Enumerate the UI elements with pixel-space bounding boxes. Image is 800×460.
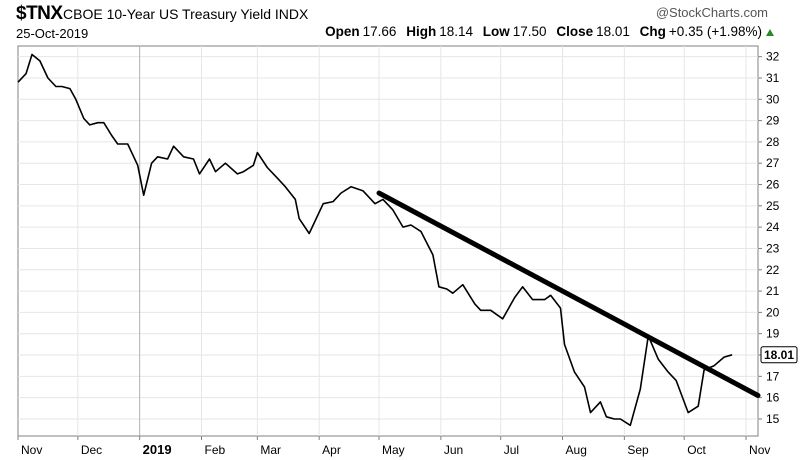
ohlc-readout: Open 17.66 High 18.14 Low 17.50 Close 18.01 … bbox=[319, 24, 762, 39]
x-tick-label: Aug bbox=[566, 443, 587, 457]
x-tick-label: 2019 bbox=[143, 442, 172, 457]
x-tick-label: Mar bbox=[260, 443, 281, 457]
last-value-label: 18.01 bbox=[764, 348, 794, 362]
y-tick-label: 20 bbox=[766, 305, 780, 319]
y-tick-label: 32 bbox=[766, 50, 780, 64]
y-tick-label: 26 bbox=[766, 178, 780, 192]
chg-label: Chg bbox=[639, 24, 666, 39]
y-tick-label: 17 bbox=[766, 369, 780, 383]
x-tick-label: May bbox=[382, 443, 405, 457]
y-tick-label: 15 bbox=[766, 412, 780, 426]
y-tick-label: 16 bbox=[766, 391, 780, 405]
close-label: Close bbox=[556, 24, 594, 39]
x-tick-label: Sep bbox=[627, 443, 649, 457]
up-arrow-icon bbox=[766, 29, 774, 36]
chart-date: 25-Oct-2019 bbox=[16, 26, 89, 41]
y-tick-label: 25 bbox=[766, 199, 780, 213]
low-value: 17.50 bbox=[512, 24, 547, 39]
x-tick-label: Feb bbox=[205, 443, 226, 457]
y-tick-label: 30 bbox=[766, 92, 780, 106]
ticker-symbol: $TNX bbox=[16, 3, 63, 24]
high-label: High bbox=[406, 24, 437, 39]
y-tick-label: 29 bbox=[766, 114, 780, 128]
y-tick-label: 31 bbox=[766, 71, 780, 85]
y-tick-label: 23 bbox=[766, 241, 780, 255]
y-tick-label: 21 bbox=[766, 284, 780, 298]
y-tick-label: 22 bbox=[766, 263, 780, 277]
high-value: 18.14 bbox=[439, 24, 474, 39]
brand-watermark: @StockCharts.com bbox=[655, 5, 768, 20]
x-tick-label: Jul bbox=[504, 443, 519, 457]
y-tick-label: 24 bbox=[766, 220, 780, 234]
x-tick-label: Oct bbox=[687, 443, 706, 457]
last-value-tag: 18.01 bbox=[760, 346, 798, 364]
x-tick-label: Apr bbox=[322, 443, 341, 457]
x-tick-label: Jun bbox=[444, 443, 463, 457]
y-tick-label: 28 bbox=[766, 135, 780, 149]
x-tick-label: Dec bbox=[81, 443, 102, 457]
close-value: 18.01 bbox=[596, 24, 630, 39]
y-tick-label: 27 bbox=[766, 156, 780, 170]
plot-frame bbox=[17, 45, 759, 437]
low-label: Low bbox=[482, 24, 510, 39]
price-series-line bbox=[17, 53, 733, 427]
chart-header: $TNX CBOE 10-Year US Treasury Yield INDX… bbox=[0, 0, 800, 46]
instrument-name: CBOE 10-Year US Treasury Yield INDX bbox=[63, 6, 309, 22]
x-tick-label: Nov bbox=[749, 443, 770, 457]
trendline bbox=[376, 190, 761, 399]
x-tick-label: Nov bbox=[21, 443, 42, 457]
open-value: 17.66 bbox=[362, 24, 397, 39]
open-label: Open bbox=[325, 24, 360, 39]
y-tick-label: 19 bbox=[766, 327, 780, 341]
chg-value: +0.35 (+1.98%) bbox=[668, 24, 762, 39]
